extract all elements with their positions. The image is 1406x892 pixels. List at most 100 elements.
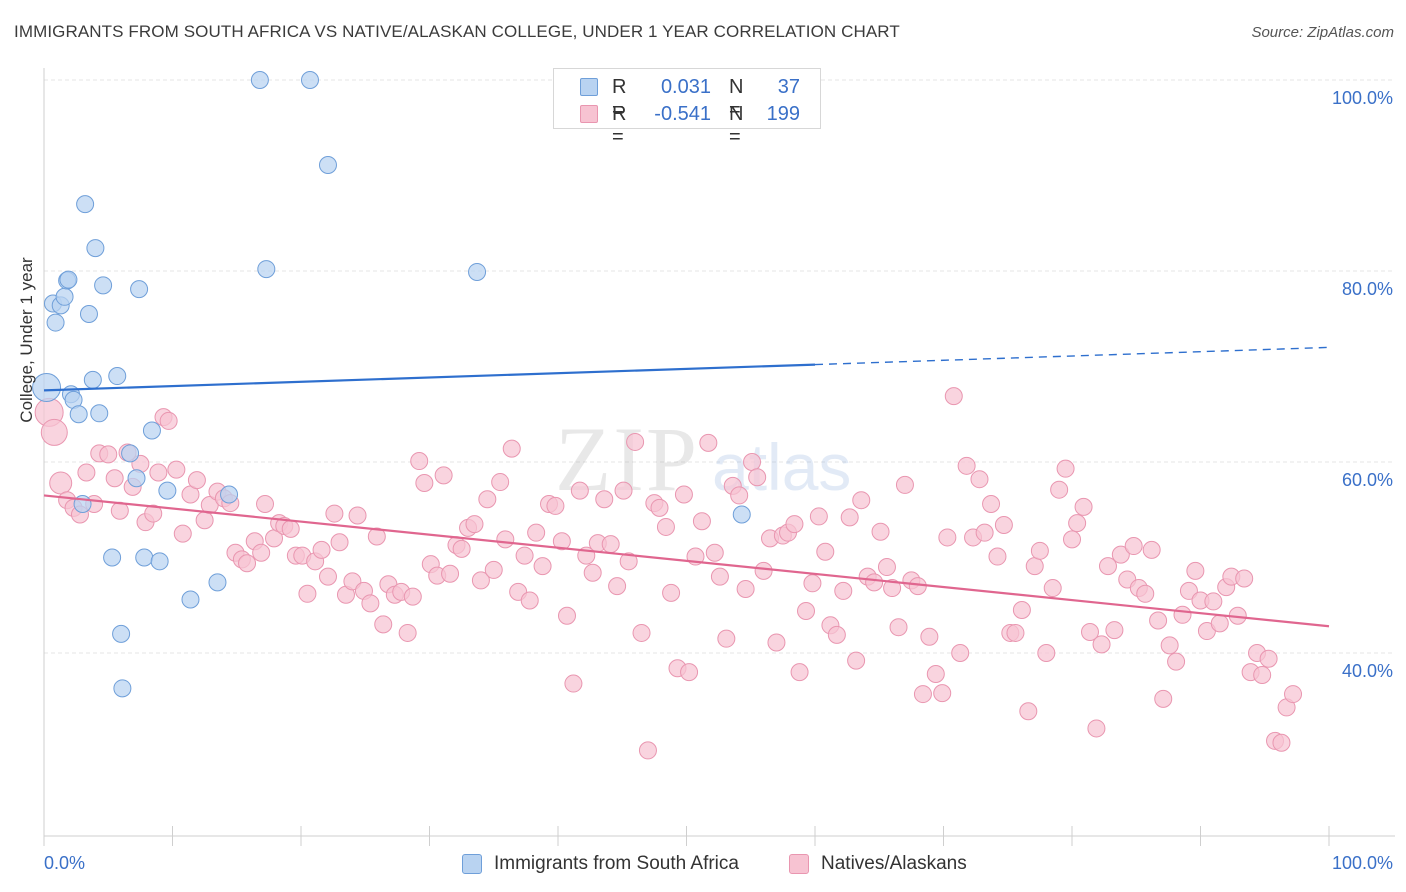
data-point xyxy=(736,580,755,599)
y-tick-label: 40.0% xyxy=(1342,661,1393,681)
data-point xyxy=(1037,644,1056,662)
legend-swatch-pink xyxy=(580,105,598,123)
data-point xyxy=(94,276,113,295)
data-point xyxy=(957,456,976,475)
data-point xyxy=(583,563,602,582)
trend-line-natives xyxy=(43,494,1330,628)
data-point xyxy=(441,564,460,583)
data-point xyxy=(970,470,989,489)
data-point xyxy=(478,490,497,509)
data-point xyxy=(557,606,576,625)
data-point xyxy=(79,304,98,323)
data-point xyxy=(650,498,669,517)
data-point xyxy=(847,651,866,670)
y-tick-label: 80.0% xyxy=(1342,279,1393,299)
data-point xyxy=(951,644,970,662)
data-point xyxy=(790,663,809,682)
data-point xyxy=(1124,537,1143,556)
data-point xyxy=(1253,665,1272,684)
data-point xyxy=(975,523,994,542)
data-point xyxy=(732,505,751,524)
legend-swatch-blue xyxy=(462,854,482,874)
data-point xyxy=(797,601,816,620)
data-point xyxy=(325,504,344,523)
trend-lines xyxy=(43,346,1330,628)
series-immigrants-south-africa xyxy=(32,71,751,698)
data-point xyxy=(403,587,422,606)
data-point xyxy=(1204,592,1223,611)
data-point xyxy=(491,473,510,492)
data-point xyxy=(520,591,539,610)
data-point xyxy=(415,474,434,493)
n-label: N = xyxy=(729,76,744,121)
data-point xyxy=(150,552,169,571)
data-point xyxy=(626,432,645,451)
series-natives-alaskans xyxy=(34,387,1303,760)
data-point xyxy=(398,623,417,642)
data-point xyxy=(1080,622,1099,641)
data-point xyxy=(982,495,1001,514)
data-point xyxy=(877,558,896,577)
data-point xyxy=(809,507,828,526)
data-point xyxy=(803,574,822,593)
tick-labels: 40.0% 60.0% 80.0% 100.0% 0.0% 100.0% xyxy=(44,88,1393,873)
trend-line-immigrants xyxy=(43,363,816,392)
data-point xyxy=(1154,689,1173,708)
data-point xyxy=(76,195,95,214)
data-point xyxy=(135,548,154,567)
data-point xyxy=(1043,579,1062,598)
data-point xyxy=(410,452,429,471)
data-point xyxy=(730,486,749,505)
data-point xyxy=(1160,636,1179,655)
data-point xyxy=(564,674,583,693)
data-point xyxy=(149,463,168,482)
data-point xyxy=(944,387,963,406)
data-point xyxy=(1167,652,1186,671)
data-point xyxy=(130,280,149,299)
data-point xyxy=(1105,621,1124,640)
data-point xyxy=(250,71,269,89)
data-point xyxy=(113,679,132,698)
data-point xyxy=(1149,611,1168,630)
data-point xyxy=(1186,561,1205,580)
data-point xyxy=(988,547,1007,566)
legend-swatch-blue xyxy=(580,78,598,96)
data-point xyxy=(1087,719,1106,738)
data-point xyxy=(83,370,102,389)
data-point xyxy=(208,573,227,592)
data-point xyxy=(692,512,711,531)
data-point xyxy=(348,506,367,525)
data-point xyxy=(502,439,521,458)
data-point xyxy=(614,481,633,500)
data-point xyxy=(1272,733,1291,752)
data-point xyxy=(252,543,271,562)
data-point xyxy=(883,579,902,598)
data-point xyxy=(926,665,945,684)
data-point xyxy=(167,460,186,479)
data-point xyxy=(938,528,957,547)
data-point xyxy=(86,239,105,258)
data-point xyxy=(699,433,718,452)
data-point xyxy=(754,561,773,580)
x-tick-label: 100.0% xyxy=(1332,853,1393,873)
data-point xyxy=(1210,614,1229,633)
data-point xyxy=(90,404,109,423)
data-point xyxy=(834,581,853,600)
trend-line-immigrants-extension xyxy=(814,346,1330,366)
data-point xyxy=(468,262,487,281)
data-point xyxy=(1068,514,1087,533)
data-point xyxy=(361,594,380,613)
legend-label: Immigrants from South Africa xyxy=(494,853,739,874)
data-point xyxy=(142,421,161,440)
data-point xyxy=(159,411,178,430)
data-point xyxy=(816,542,835,561)
data-point xyxy=(601,535,620,554)
y-tick-label: 60.0% xyxy=(1342,470,1393,490)
r-label: R = xyxy=(612,76,627,121)
data-point xyxy=(158,481,177,500)
data-point xyxy=(748,468,767,487)
data-point xyxy=(465,515,484,534)
data-point xyxy=(871,522,890,541)
data-point xyxy=(298,584,317,603)
